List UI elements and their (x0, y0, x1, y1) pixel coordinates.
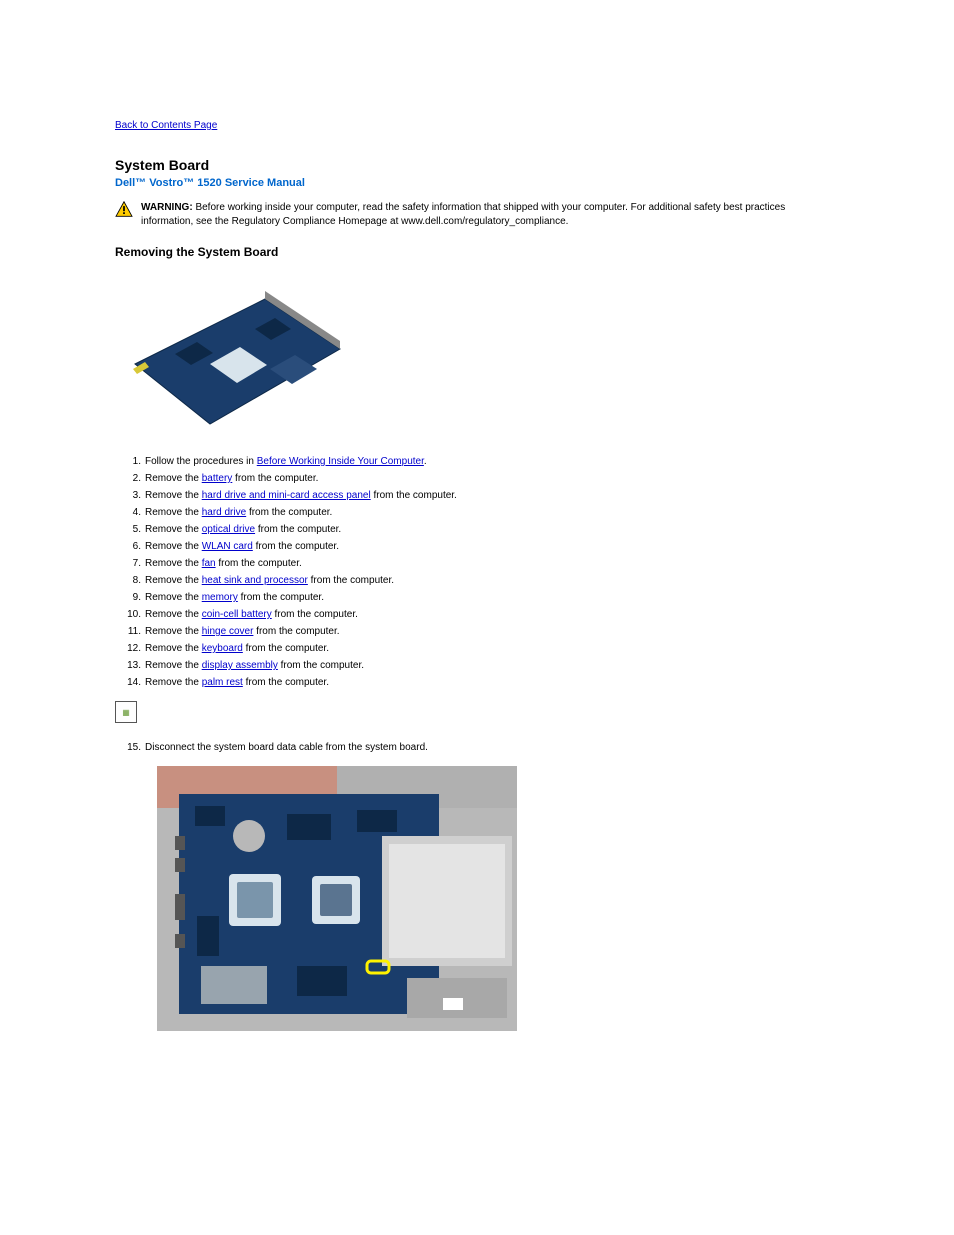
step-item: Follow the procedures in Before Working … (117, 453, 839, 470)
warning-body: Before working inside your computer, rea… (141, 202, 785, 227)
step-posttext: from the computer. (272, 609, 358, 620)
step-item: Remove the coin-cell battery from the co… (117, 606, 839, 623)
step-text: Disconnect the system board data cable f… (145, 742, 428, 753)
step-pretext: Remove the (145, 473, 202, 484)
step-posttext: from the computer. (232, 473, 318, 484)
step-item: Remove the battery from the computer. (117, 470, 839, 487)
step-pretext: Remove the (145, 677, 202, 688)
step-item: Remove the optical drive from the comput… (117, 521, 839, 538)
step-posttext: from the computer. (278, 660, 364, 671)
step-posttext: from the computer. (238, 592, 324, 603)
step-item: Remove the heat sink and processor from … (117, 572, 839, 589)
step-pretext: Remove the (145, 575, 202, 586)
step-item: Remove the WLAN card from the computer. (117, 538, 839, 555)
step-link[interactable]: hard drive and mini-card access panel (202, 490, 371, 501)
step-pretext: Remove the (145, 626, 202, 637)
step-pretext: Remove the (145, 558, 202, 569)
step-link[interactable]: memory (202, 592, 238, 603)
back-to-contents-link[interactable]: Back to Contents Page (115, 120, 217, 131)
step-item: Remove the fan from the computer. (117, 555, 839, 572)
step-item: Remove the memory from the computer. (117, 589, 839, 606)
warning-label: WARNING: (141, 202, 193, 213)
warning-icon (115, 201, 133, 217)
step-item: Remove the hard drive from the computer. (117, 504, 839, 521)
step-link[interactable]: heat sink and processor (202, 575, 308, 586)
step-posttext: from the computer. (253, 541, 339, 552)
step-posttext: from the computer. (308, 575, 394, 586)
step-link[interactable]: optical drive (202, 524, 255, 535)
step-link[interactable]: hinge cover (202, 626, 254, 637)
step-posttext: . (424, 456, 427, 467)
step-link[interactable]: keyboard (202, 643, 243, 654)
manual-subtitle: Dell™ Vostro™ 1520 Service Manual (115, 177, 839, 189)
step-posttext: from the computer. (216, 558, 302, 569)
step-item: Remove the keyboard from the computer. (117, 640, 839, 657)
step-pretext: Follow the procedures in (145, 456, 257, 467)
step-link[interactable]: hard drive (202, 507, 246, 518)
step-item: Remove the display assembly from the com… (117, 657, 839, 674)
video-icon: ▦ (122, 708, 130, 717)
step-posttext: from the computer. (255, 524, 341, 535)
step-posttext: from the computer. (371, 490, 457, 501)
step-link[interactable]: WLAN card (202, 541, 253, 552)
step-link[interactable]: display assembly (202, 660, 278, 671)
step-pretext: Remove the (145, 609, 202, 620)
steps-list: Follow the procedures in Before Working … (117, 453, 839, 691)
system-board-image (115, 269, 345, 439)
step-item: Remove the hard drive and mini-card acce… (117, 487, 839, 504)
step-posttext: from the computer. (243, 677, 329, 688)
step-posttext: from the computer. (243, 643, 329, 654)
step-link[interactable]: palm rest (202, 677, 243, 688)
step-link[interactable]: coin-cell battery (202, 609, 272, 620)
step-link[interactable]: fan (202, 558, 216, 569)
step-detail-image (157, 766, 517, 1031)
steps-list-continued: Disconnect the system board data cable f… (117, 739, 839, 756)
step-posttext: from the computer. (246, 507, 332, 518)
step-pretext: Remove the (145, 524, 202, 535)
step-pretext: Remove the (145, 643, 202, 654)
step-pretext: Remove the (145, 490, 202, 501)
warning-text: WARNING: Before working inside your comp… (141, 201, 839, 229)
step-link[interactable]: battery (202, 473, 233, 484)
step-item: Remove the palm rest from the computer. (117, 674, 839, 691)
section-heading: Removing the System Board (115, 245, 839, 259)
step-pretext: Remove the (145, 660, 202, 671)
step-pretext: Remove the (145, 541, 202, 552)
step-posttext: from the computer. (253, 626, 339, 637)
warning-block: WARNING: Before working inside your comp… (115, 201, 839, 229)
step-pretext: Remove the (145, 592, 202, 603)
step-link[interactable]: Before Working Inside Your Computer (257, 456, 424, 467)
page-title: System Board (115, 157, 839, 173)
step-item-15: Disconnect the system board data cable f… (117, 739, 839, 756)
video-thumbnail[interactable]: ▦ (115, 701, 137, 723)
step-pretext: Remove the (145, 507, 202, 518)
step-item: Remove the hinge cover from the computer… (117, 623, 839, 640)
